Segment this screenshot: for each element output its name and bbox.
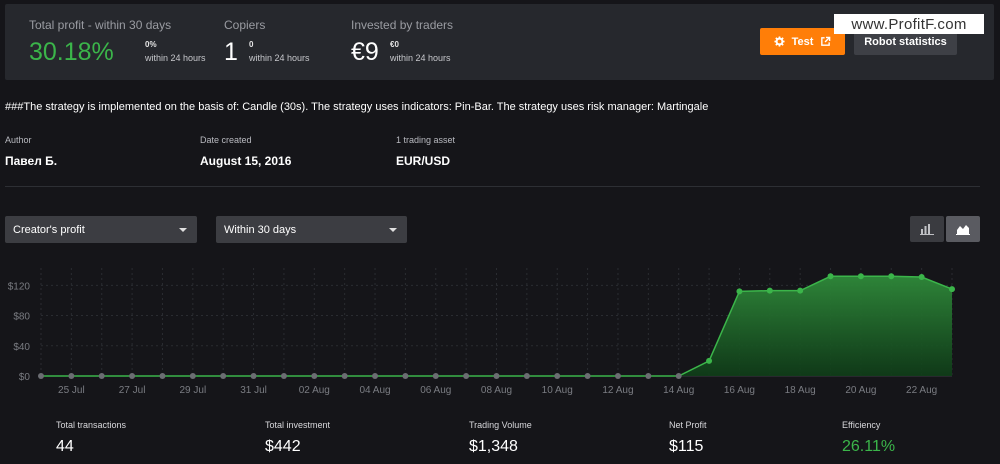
x-tick-label: 06 Aug [420, 385, 451, 396]
data-point [372, 373, 379, 379]
total-profit-value: 30.18% [29, 38, 114, 66]
invested-change: €0 [390, 40, 399, 49]
total-profit-change: 0% [145, 40, 157, 49]
data-point [766, 287, 773, 294]
area-chart-toggle[interactable] [946, 216, 980, 242]
data-point [311, 373, 318, 379]
data-point [98, 373, 105, 379]
data-point [220, 373, 227, 379]
efficiency-label: Efficiency [842, 420, 881, 430]
copiers-change-caption: within 24 hours [249, 53, 310, 63]
chevron-down-icon [179, 228, 187, 232]
total-investment-label: Total investment [265, 420, 331, 430]
trading-asset-label: 1 trading asset [396, 135, 456, 145]
bar-chart-icon [920, 224, 934, 235]
data-point [341, 373, 348, 379]
x-tick-label: 12 Aug [602, 385, 633, 396]
divider [5, 186, 980, 187]
data-point [645, 373, 652, 379]
trading-volume-label: Trading Volume [469, 420, 532, 430]
x-tick-label: 25 Jul [58, 385, 85, 396]
trading-volume-value: $1,348 [469, 438, 518, 455]
data-point [250, 373, 257, 379]
net-profit-label: Net Profit [669, 420, 707, 430]
y-tick-label: $120 [8, 281, 31, 292]
chevron-down-icon [389, 228, 397, 232]
profit-area [41, 276, 952, 376]
x-tick-label: 02 Aug [299, 385, 330, 396]
metric-select-value: Creator's profit [13, 223, 85, 236]
x-tick-label: 04 Aug [359, 385, 390, 396]
total-investment-value: $442 [265, 438, 301, 455]
y-tick-label: $0 [19, 372, 31, 383]
data-point [493, 373, 500, 379]
area-chart-icon [956, 225, 970, 235]
data-point [888, 273, 895, 280]
data-point [523, 373, 530, 379]
data-point [463, 373, 470, 379]
total-profit-change-caption: within 24 hours [145, 53, 206, 63]
net-profit-value: $115 [669, 438, 704, 455]
x-tick-label: 31 Jul [240, 385, 267, 396]
data-point [432, 373, 439, 379]
data-point [736, 288, 743, 295]
x-tick-label: 20 Aug [845, 385, 876, 396]
stats-bar: Total profit - within 30 days 30.18% 0% … [5, 4, 994, 80]
data-point [857, 273, 864, 280]
x-tick-label: 18 Aug [785, 385, 816, 396]
trading-asset-value: EUR/USD [396, 154, 451, 168]
gear-icon [774, 36, 785, 47]
x-tick-label: 08 Aug [481, 385, 512, 396]
copiers-value: 1 [224, 38, 238, 66]
x-tick-label: 29 Jul [179, 385, 206, 396]
data-point [675, 373, 682, 379]
data-point [584, 373, 591, 379]
data-point [159, 373, 166, 379]
invested-value: €9 [351, 38, 379, 66]
total-transactions-label: Total transactions [56, 420, 127, 430]
period-select-value: Within 30 days [224, 223, 297, 236]
data-point [706, 357, 713, 364]
date-created-label: Date created [200, 135, 252, 145]
x-tick-label: 27 Jul [119, 385, 146, 396]
data-point [129, 373, 136, 379]
y-tick-label: $40 [13, 342, 30, 353]
copiers-label: Copiers [224, 18, 266, 32]
data-point [918, 274, 925, 281]
data-point [402, 373, 409, 379]
bar-chart-toggle[interactable] [910, 216, 944, 242]
metric-select[interactable]: Creator's profit [5, 216, 197, 243]
y-tick-label: $80 [13, 312, 30, 323]
total-profit-label: Total profit - within 30 days [29, 18, 172, 32]
watermark: www.ProfitF.com [834, 14, 984, 34]
period-select[interactable]: Within 30 days [216, 216, 407, 243]
data-point [949, 286, 955, 293]
copiers-change: 0 [249, 40, 254, 49]
test-button[interactable]: Test [760, 28, 845, 55]
data-point [189, 373, 196, 379]
test-button-label: Test [791, 35, 814, 48]
data-point [614, 373, 621, 379]
x-tick-label: 14 Aug [663, 385, 694, 396]
external-link-icon [821, 36, 831, 46]
invested-label: Invested by traders [351, 18, 454, 32]
x-tick-label: 22 Aug [906, 385, 937, 396]
strategy-description: ###The strategy is implemented on the ba… [5, 101, 709, 113]
data-point [38, 373, 44, 379]
data-point [827, 273, 834, 280]
total-transactions-value: 44 [56, 438, 74, 455]
invested-change-caption: within 24 hours [390, 53, 451, 63]
data-point [554, 373, 561, 379]
x-tick-label: 10 Aug [542, 385, 573, 396]
data-point [797, 287, 804, 294]
date-created-value: August 15, 2016 [200, 154, 292, 168]
data-point [68, 373, 75, 379]
profit-chart: $0 $40 $80 $120 25 Jul 27 Jul 29 Jul 31 Jul 02 A… [8, 268, 955, 396]
efficiency-value: 26.11% [842, 438, 896, 455]
robot-statistics-label: Robot statistics [864, 35, 947, 48]
x-tick-label: 16 Aug [724, 385, 755, 396]
author-value: Павел Б. [5, 154, 58, 168]
author-label: Author [5, 135, 32, 145]
data-point [280, 373, 287, 379]
